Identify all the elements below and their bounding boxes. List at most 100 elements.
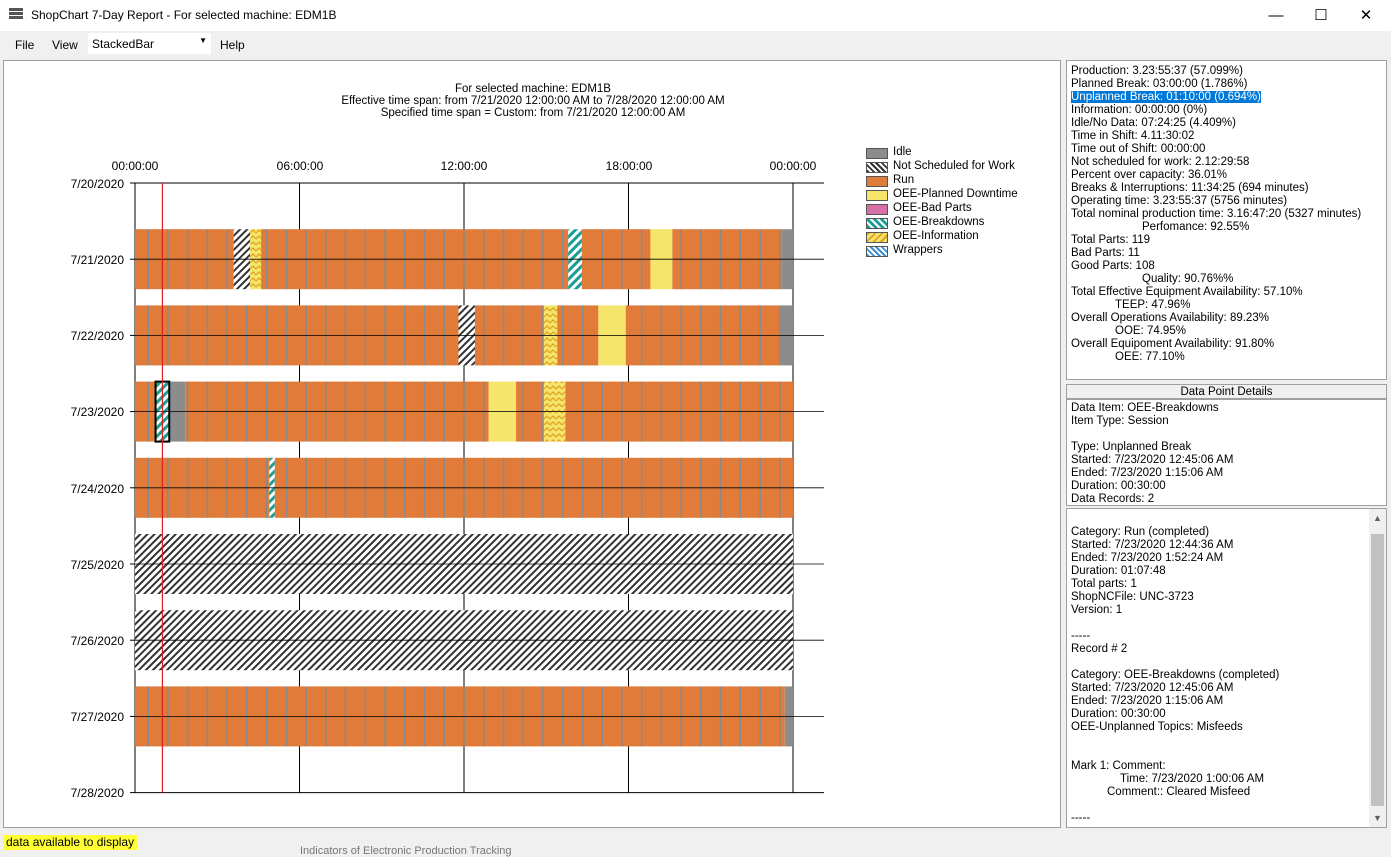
date-tick-label: 7/23/2020: [70, 405, 124, 419]
record-line: Ended: 7/23/2020 1:52:24 AM: [1071, 552, 1224, 564]
record-line: Duration: 00:30:00: [1071, 708, 1166, 720]
stat-line-selected: Unplanned Break: 01:10:00 (0.694%): [1071, 91, 1261, 103]
record-line: Comment:: Cleared Misfeed: [1107, 786, 1251, 798]
date-tick-label: 7/24/2020: [70, 482, 124, 496]
stat-line: Quality: 90.76%%: [1142, 273, 1234, 285]
chart-panel[interactable]: For selected machine: EDM1B Effective ti…: [3, 60, 1061, 828]
data-point-details[interactable]: Data Item: OEE-Breakdowns Item Type: Sess…: [1066, 399, 1387, 506]
stat-line: Breaks & Interruptions: 11:34:25 (694 mi…: [1071, 182, 1309, 194]
timeline-chart[interactable]: [4, 61, 1062, 829]
legend-label: Run: [893, 174, 915, 186]
chart-overlay: [135, 183, 824, 793]
date-tick-label: 7/22/2020: [70, 329, 124, 343]
details-header: Data Point Details: [1066, 384, 1387, 399]
app-icon: [9, 8, 23, 22]
stat-line: OOE: 74.95%: [1115, 325, 1186, 337]
stat-line: Planned Break: 03:00:00 (1.786%): [1071, 78, 1248, 90]
menu-view[interactable]: View: [52, 38, 78, 52]
legend-swatch-breakdowns: [866, 218, 888, 229]
scroll-thumb[interactable]: [1371, 534, 1384, 806]
stat-line: Perfomance: 92.55%: [1142, 221, 1250, 233]
stat-line: Information: 00:00:00 (0%): [1071, 104, 1208, 116]
detail-line: Type: Unplanned Break: [1071, 441, 1192, 453]
statistics-panel[interactable]: Production: 3.23:55:37 (57.099%) Planned …: [1066, 60, 1387, 380]
legend-label: OEE-Planned Downtime: [893, 188, 1018, 200]
detail-line: Duration: 00:30:00: [1071, 480, 1166, 492]
legend-label: Idle: [893, 146, 912, 158]
record-line: Record # 1: [1071, 509, 1127, 512]
menu-bar: File View Help: [0, 31, 1391, 58]
maximize-button[interactable]: ☐: [1314, 7, 1328, 24]
stat-line: Overall Equipoment Availability: 91.80%: [1071, 338, 1275, 350]
status-ghost-text: Indicators of Electronic Production Trac…: [300, 845, 512, 857]
legend-swatch-run: [866, 176, 888, 187]
record-line: Duration: 01:07:48: [1071, 565, 1166, 577]
stat-line: Percent over capacity: 36.01%: [1071, 169, 1227, 181]
legend-label: Not Scheduled for Work: [893, 160, 1015, 172]
status-text: data available to display: [3, 835, 138, 850]
record-line: Category: OEE-Breakdowns (completed): [1071, 669, 1280, 681]
scroll-down-icon[interactable]: ▼: [1373, 813, 1382, 823]
time-tick-label: 12:00:00: [440, 159, 488, 173]
stat-line: Operating time: 3.23:55:37 (5756 minutes…: [1071, 195, 1288, 207]
stat-line: Time out of Shift: 00:00:00: [1071, 143, 1206, 155]
stat-line: TEEP: 47.96%: [1115, 299, 1191, 311]
record-line: Mark 1: Comment:: [1071, 760, 1166, 772]
record-line: -----: [1071, 812, 1091, 824]
status-bar: data available to display: [0, 830, 1391, 855]
time-tick-label: 06:00:00: [276, 159, 324, 173]
date-tick-label: 7/21/2020: [70, 253, 124, 267]
menu-file[interactable]: File: [15, 38, 35, 52]
stat-line: Total Parts: 119: [1071, 234, 1151, 246]
record-line: Started: 7/23/2020 12:44:36 AM: [1071, 539, 1234, 551]
date-tick-label: 7/20/2020: [70, 177, 124, 191]
time-tick-label: 18:00:00: [605, 159, 653, 173]
chart-subtitle-1: For selected machine: EDM1B: [455, 83, 611, 95]
legend-swatch-bad-parts: [866, 204, 888, 215]
legend-swatch-wrappers: [866, 246, 888, 257]
chart-type-select[interactable]: StackedBar ▼: [88, 33, 211, 54]
date-tick-label: 7/28/2020: [70, 786, 124, 800]
time-tick-label: 00:00:00: [769, 159, 817, 173]
chevron-down-icon: ▼: [199, 36, 207, 45]
legend-swatch-idle: [866, 148, 888, 159]
chart-subtitle-2: Effective time span: from 7/21/2020 12:0…: [341, 95, 725, 107]
record-line: ShopNCFile: UNC-3723: [1071, 591, 1194, 603]
close-button[interactable]: ✕: [1359, 7, 1373, 24]
window-title: ShopChart 7-Day Report - For selected ma…: [31, 8, 337, 22]
stat-line: Not scheduled for work: 2.12:29:58: [1071, 156, 1250, 168]
date-tick-label: 7/25/2020: [70, 558, 124, 572]
scroll-up-icon[interactable]: ▲: [1373, 513, 1382, 523]
record-line: Record # 2: [1071, 643, 1128, 655]
stat-line: OEE: 77.10%: [1115, 351, 1185, 363]
minimize-button[interactable]: —: [1268, 7, 1284, 24]
stat-line: Overall Operations Availability: 89.23%: [1071, 312, 1269, 324]
legend-swatch-planned-downtime: [866, 190, 888, 201]
detail-line: Item Type: Session: [1071, 415, 1169, 427]
records-panel[interactable]: Record # 1Category: Run (completed)Start…: [1066, 508, 1387, 828]
legend-label: OEE-Information: [893, 230, 979, 242]
record-line: Total parts: 1: [1071, 578, 1137, 590]
legend-label: Wrappers: [893, 244, 943, 256]
date-tick-label: 7/27/2020: [70, 710, 124, 724]
menu-help[interactable]: Help: [220, 38, 245, 52]
detail-line: Ended: 7/23/2020 1:15:06 AM: [1071, 467, 1224, 479]
stat-line: Bad Parts: 11: [1071, 247, 1140, 259]
stat-line: Total Effective Equipment Availability: …: [1071, 286, 1303, 298]
legend-label: OEE-Bad Parts: [893, 202, 972, 214]
record-line: -----: [1071, 630, 1091, 642]
detail-line: Data Item: OEE-Breakdowns: [1071, 402, 1219, 414]
stat-line: Good Parts: 108: [1071, 260, 1155, 272]
time-tick-label: 00:00:00: [111, 159, 159, 173]
records-scrollbar[interactable]: ▲ ▼: [1369, 509, 1386, 827]
record-line: Category: Run (completed): [1071, 526, 1210, 538]
record-line: Version: 1: [1071, 604, 1123, 616]
legend-label: OEE-Breakdowns: [893, 216, 985, 228]
stat-line: Time in Shift: 4.11:30:02: [1071, 130, 1195, 142]
detail-line: Data Records: 2: [1071, 493, 1155, 505]
record-line: OEE-Unplanned Topics: Misfeeds: [1071, 721, 1243, 733]
record-line: Started: 7/23/2020 12:45:06 AM: [1071, 682, 1234, 694]
detail-line: Started: 7/23/2020 12:45:06 AM: [1071, 454, 1234, 466]
chart-subtitle-3: Specified time span = Custom: from 7/21/…: [380, 107, 686, 119]
record-line: Ended: 7/23/2020 1:15:06 AM: [1071, 695, 1224, 707]
